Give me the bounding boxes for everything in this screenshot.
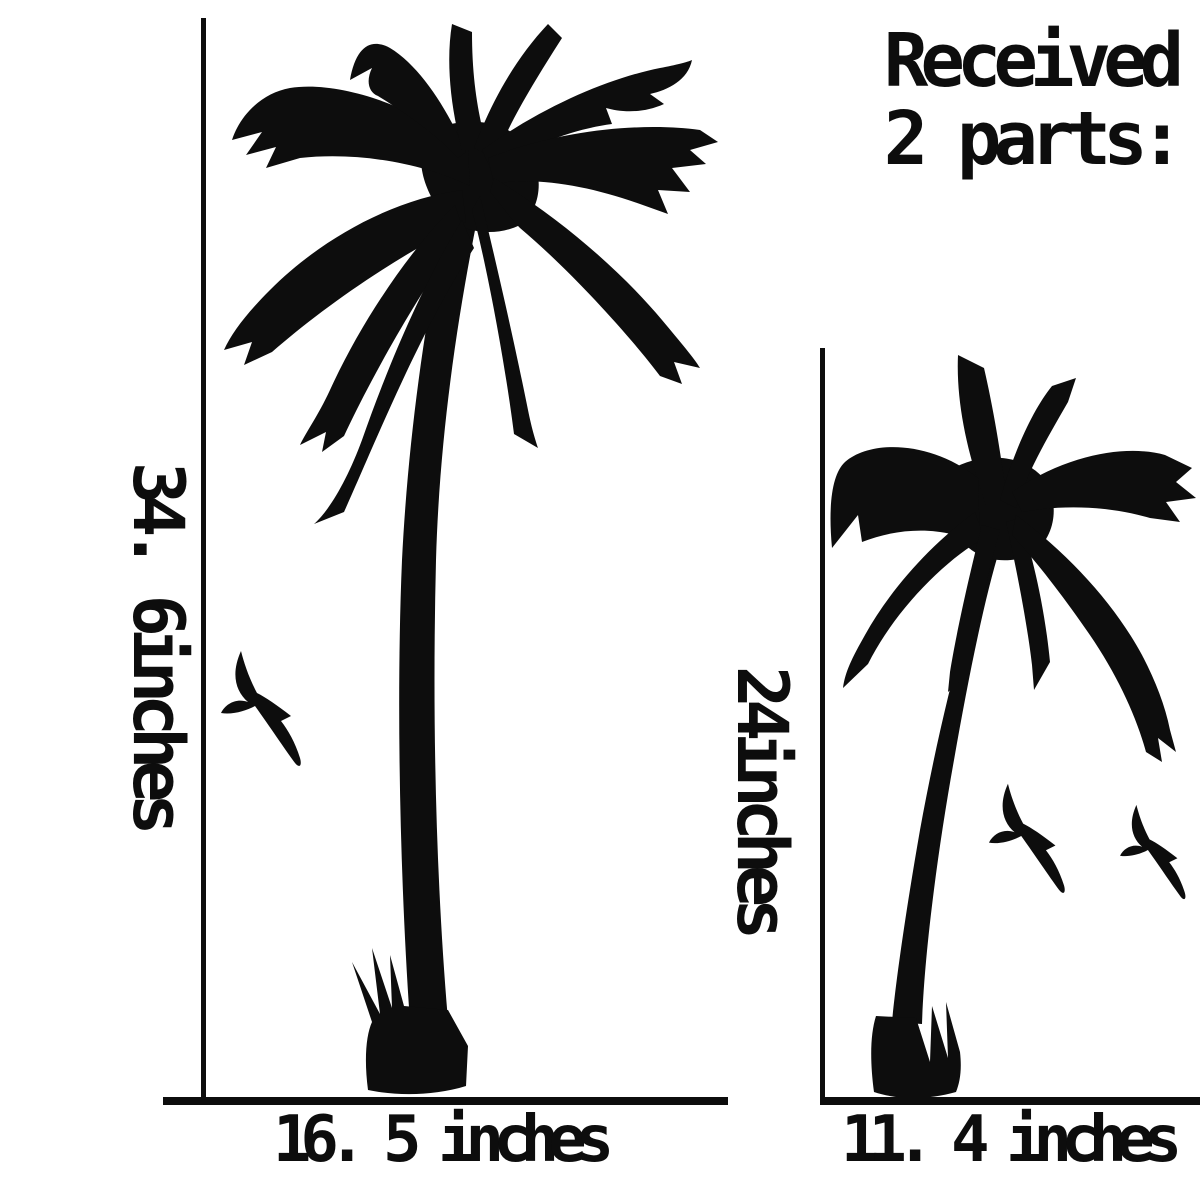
right-height-measure-line — [820, 348, 825, 1104]
received-parts-note-line1: Received — [883, 18, 1184, 104]
received-parts-note-line2: 2 parts: — [883, 96, 1184, 182]
right-width-measure-line — [820, 1097, 1200, 1105]
bird-icon — [1120, 804, 1186, 900]
left-width-label: 16. 5 inches — [272, 1103, 614, 1177]
left-height-measure-line — [201, 18, 206, 1104]
received-parts-note: Received 2 parts: — [875, 22, 1185, 178]
left-width-measure-line — [163, 1097, 728, 1105]
left-height-label: 34. 6inches — [117, 462, 199, 827]
bird-icon — [988, 783, 1065, 893]
palm-tree-small-icon — [830, 355, 1196, 1098]
bird-icon — [221, 651, 301, 766]
right-width-label: 11. 4 inches — [840, 1103, 1182, 1177]
palm-tree-large-icon — [224, 24, 718, 1095]
right-height-label: 24inches — [721, 666, 803, 932]
